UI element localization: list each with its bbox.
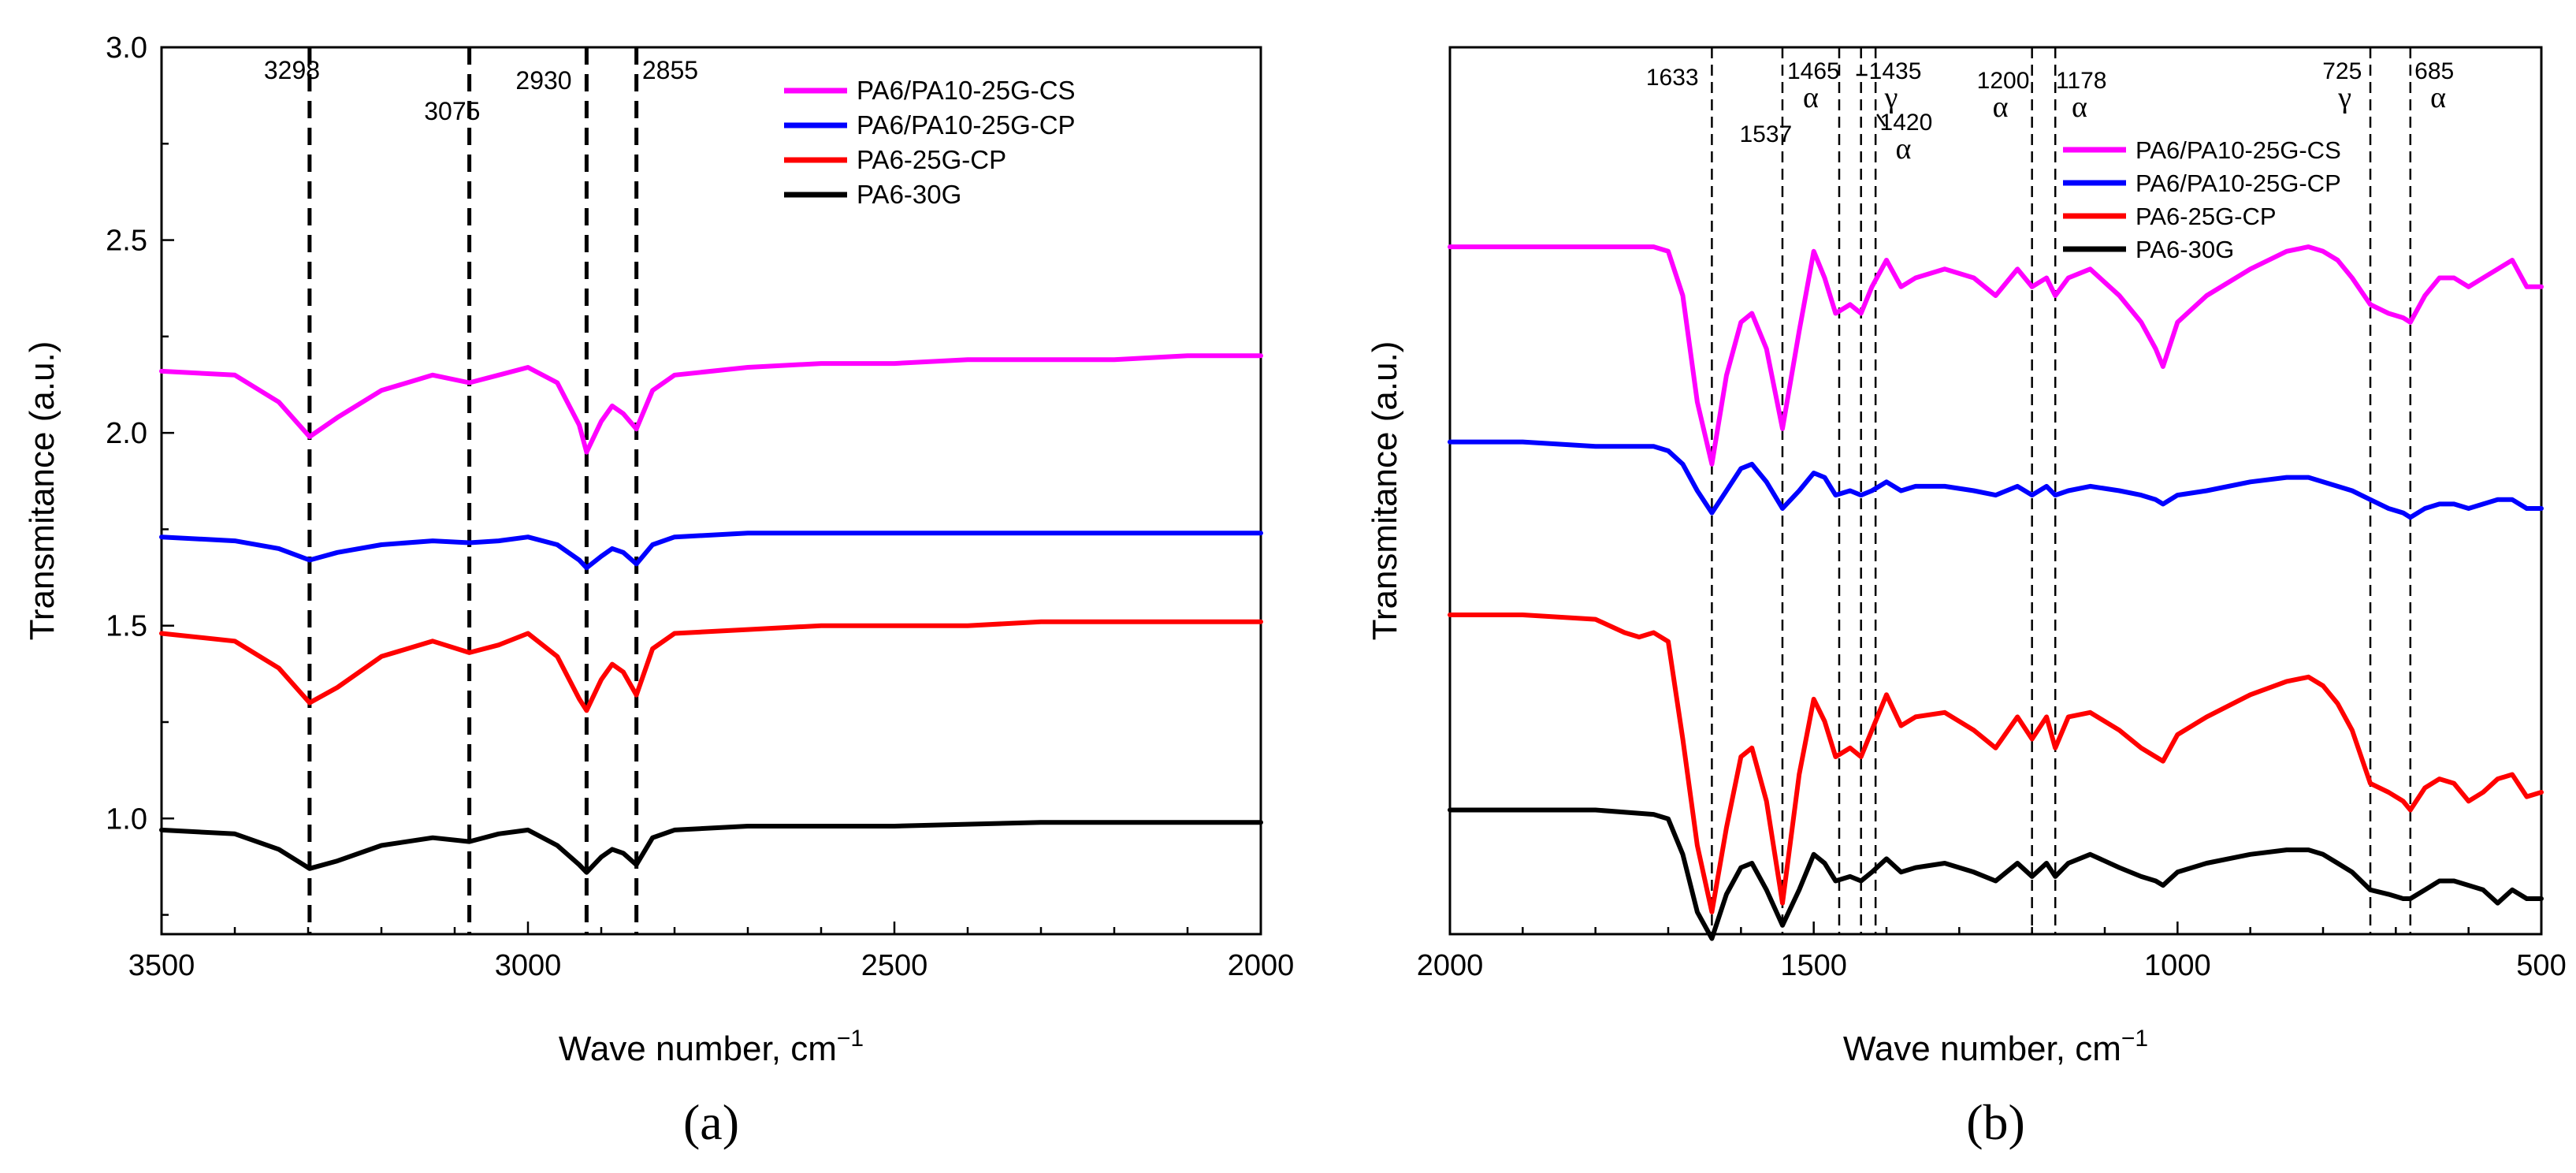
chart-panel-a: 3500 3000 2500 2000 1.0 1.5 2.0 2.5 3.0 3298 3075 2…: [23, 32, 1294, 1150]
y-tick-label: 2.0: [106, 417, 147, 450]
series-line-pa6-25g-cp: [1448, 613, 2544, 914]
legend-label: PA6/PA10-25G-CP: [2136, 169, 2341, 197]
phase-annotation: α: [2430, 81, 2446, 114]
legend-label: PA6/PA10-25G-CP: [857, 110, 1076, 140]
legend-label: PA6-25G-CP: [857, 145, 1006, 174]
plot-frame: [1448, 46, 2543, 936]
peak-annotation: 725: [2322, 58, 2362, 84]
series-line-pa6-25g-cp: [159, 619, 1263, 713]
peak-annotation: 1633: [1646, 65, 1699, 91]
legend-label: PA6-25G-CP: [2136, 203, 2277, 230]
x-tick-label: 1000: [2144, 949, 2211, 982]
x-tick-label: 2000: [1417, 949, 1484, 982]
x-axis-label-text: Wave number, cm: [1843, 1030, 2121, 1068]
legend-label: PA6/PA10-25G-CS: [2136, 136, 2341, 164]
peak-annotation: 1420: [1880, 110, 1933, 136]
panel-label: (a): [683, 1094, 739, 1150]
peak-annotation: 3075: [424, 97, 480, 125]
y-axis-label: Transmitance (a.u.): [23, 341, 61, 641]
phase-annotation: γ: [2337, 81, 2351, 114]
x-tick-label: 2000: [1228, 949, 1295, 982]
y-tick-label: 2.5: [106, 225, 147, 258]
y-tick-label: 1.5: [106, 610, 147, 643]
plot-frame: [160, 46, 1262, 936]
panel-label: (b): [1966, 1094, 2025, 1150]
x-tick-label: 2500: [861, 949, 928, 982]
phase-annotation: γ: [1884, 81, 1898, 114]
peak-annotation: 3298: [264, 56, 320, 84]
legend-label: PA6-30G: [2136, 236, 2234, 263]
legend-label: PA6-30G: [857, 180, 961, 209]
x-tick-label: 500: [2516, 949, 2566, 982]
y-tick-label: 3.0: [106, 32, 147, 65]
legend-label: PA6/PA10-25G-CS: [857, 76, 1076, 105]
phase-annotation: α: [1803, 81, 1819, 114]
peak-annotation: 1178: [2056, 68, 2107, 94]
series-line-pa6-30g: [1448, 807, 2544, 941]
peak-annotation: 685: [2414, 58, 2454, 84]
peak-annotation: 2930: [515, 66, 571, 95]
x-axis-label-superscript: −1: [837, 1026, 864, 1052]
peak-annotation: 2855: [642, 56, 698, 84]
phase-annotation: α: [1896, 132, 1912, 166]
x-axis-label-superscript: −1: [2121, 1026, 2148, 1052]
x-axis-label: Wave number, cm−1: [1843, 1026, 2148, 1068]
series-line-pa6-pa10-25g-cp: [1448, 439, 2544, 520]
peak-annotation: 1435: [1869, 58, 1922, 84]
series-line-pa6-pa10-25g-cp: [159, 531, 1263, 571]
phase-annotation: α: [1993, 91, 2009, 124]
x-tick-label: 1500: [1780, 949, 1847, 982]
y-axis-label: Transmitance (a.u.): [1366, 341, 1404, 641]
peak-annotation: 1537: [1740, 121, 1793, 147]
series-line-pa6-30g: [159, 820, 1263, 875]
arrow-icon: [1876, 114, 1886, 127]
x-axis-label-text: Wave number, cm: [559, 1030, 837, 1068]
series-line-pa6-pa10-25g-cs: [1448, 244, 2544, 467]
y-tick-label: 1.0: [106, 802, 147, 836]
series-line-pa6-pa10-25g-cs: [159, 353, 1263, 455]
peak-annotation: 1200: [1977, 68, 2030, 94]
chart-panel-b: 2000 1500 1000 500163315371465α1435γ1420α12…: [1366, 46, 2567, 1150]
x-axis-label: Wave number, cm−1: [559, 1026, 864, 1068]
peak-annotation: 1465: [1787, 58, 1840, 84]
x-tick-label: 3500: [128, 949, 195, 982]
x-tick-label: 3000: [495, 949, 562, 982]
phase-annotation: α: [2072, 91, 2087, 124]
